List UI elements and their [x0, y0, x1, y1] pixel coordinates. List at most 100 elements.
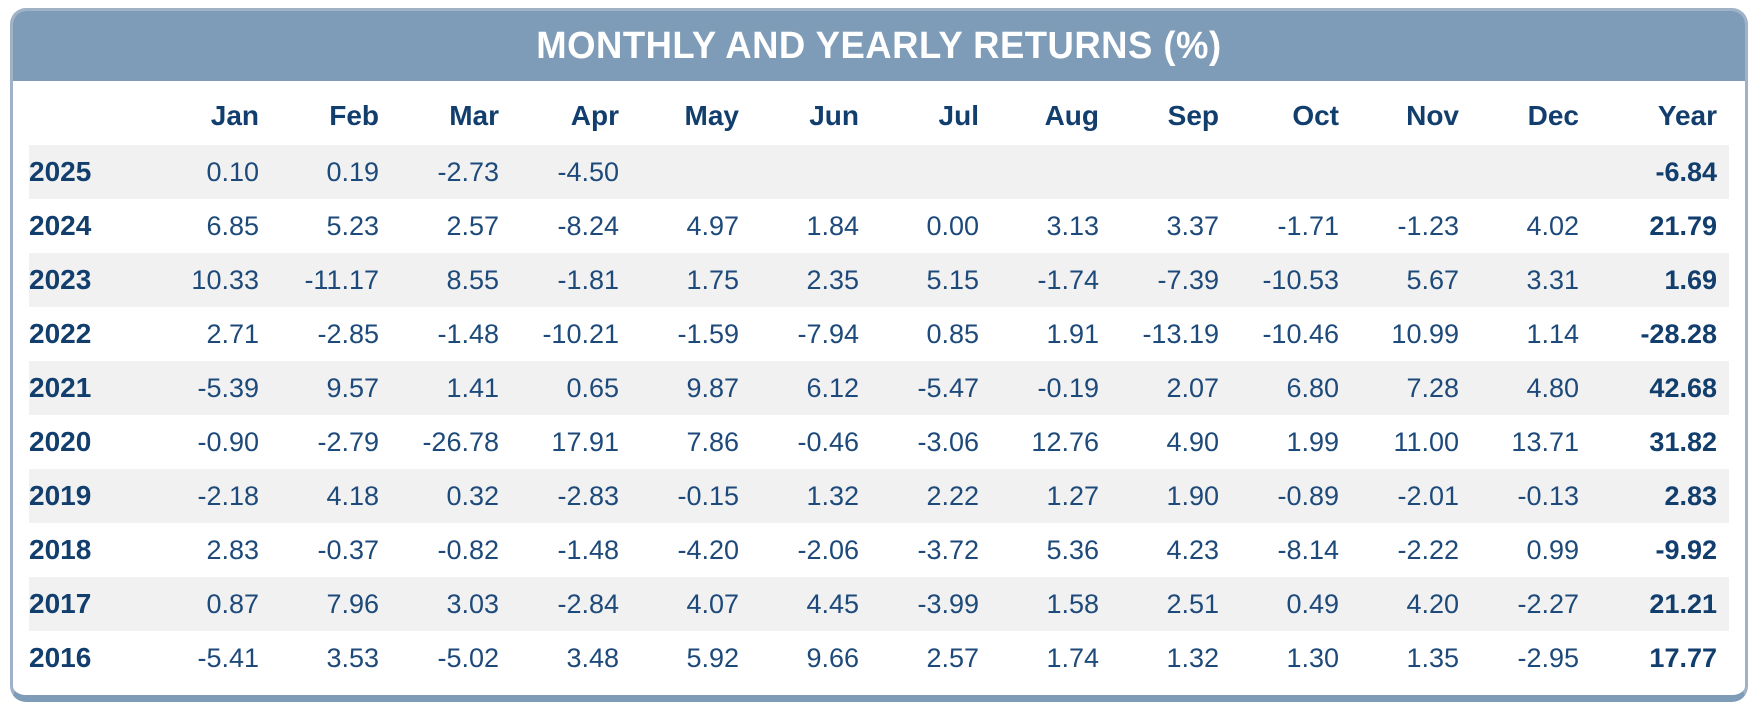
monthly-return-cell: -0.13	[1517, 480, 1579, 511]
monthly-return-cell: 1.99	[1286, 426, 1339, 457]
monthly-return-cell: 4.90	[1166, 426, 1219, 457]
monthly-return-cell: -26.78	[422, 426, 499, 457]
returns-table: Jan Feb Mar Apr May Jun Jul Aug Sep Oct Nov Dec Year…	[29, 87, 1729, 685]
monthly-return-cell: -4.50	[557, 156, 619, 187]
monthly-return-cell	[871, 145, 991, 199]
monthly-return-cell: 0.99	[1526, 534, 1579, 565]
monthly-return-cell: 2.35	[806, 264, 859, 295]
monthly-return-cell: -8.24	[557, 210, 619, 241]
monthly-return-cell: 10.33	[191, 264, 259, 295]
yearly-return-cell: -9.92	[1655, 534, 1717, 565]
monthly-return-cell: -1.23	[1397, 210, 1459, 241]
month-column-header: May	[684, 100, 739, 131]
monthly-return-cell: 1.41	[446, 372, 499, 403]
monthly-return-cell: 1.27	[1046, 480, 1099, 511]
monthly-return-cell: -2.18	[197, 480, 259, 511]
monthly-return-cell: 3.13	[1046, 210, 1099, 241]
monthly-return-cell: -1.71	[1277, 210, 1339, 241]
month-column-header: Apr	[570, 100, 619, 131]
monthly-return-cell: -0.37	[317, 534, 379, 565]
table-row: 2016 -5.41 3.53 -5.02 3.48 5.92 9.66 2.57 1.74 1.…	[29, 631, 1729, 685]
monthly-return-cell: 0.87	[206, 588, 259, 619]
monthly-return-cell: 5.36	[1046, 534, 1099, 565]
monthly-return-cell: 7.96	[326, 588, 379, 619]
month-column-header: Aug	[1044, 100, 1099, 131]
monthly-return-cell: -2.84	[557, 588, 619, 619]
month-column-header: Jul	[938, 100, 979, 131]
monthly-return-cell: 2.51	[1166, 588, 1219, 619]
table-row: 2022 2.71 -2.85 -1.48 -10.21 -1.59 -7.94 0.85 1.…	[29, 307, 1729, 361]
yearly-return-cell: 42.68	[1649, 372, 1717, 403]
monthly-return-cell: 3.31	[1526, 264, 1579, 295]
year-label: 2019	[29, 480, 92, 511]
returns-table-container: Jan Feb Mar Apr May Jun Jul Aug Sep Oct Nov Dec Year…	[13, 81, 1745, 691]
monthly-return-cell: 4.18	[326, 480, 379, 511]
monthly-return-cell: -10.46	[1262, 318, 1339, 349]
monthly-return-cell: -0.15	[677, 480, 739, 511]
monthly-return-cell: 5.15	[926, 264, 979, 295]
monthly-return-cell: 2.07	[1166, 372, 1219, 403]
monthly-return-cell	[1351, 145, 1471, 199]
table-row: 2024 6.85 5.23 2.57 -8.24 4.97 1.84 0.00 3.13 3.3…	[29, 199, 1729, 253]
monthly-return-cell: 1.75	[686, 264, 739, 295]
monthly-return-cell	[1471, 145, 1591, 199]
monthly-return-cell: -2.85	[317, 318, 379, 349]
monthly-return-cell: 2.71	[206, 318, 259, 349]
table-row: 2025 0.10 0.19 -2.73 -4.50 -6.84	[29, 145, 1729, 199]
monthly-return-cell: 9.87	[686, 372, 739, 403]
monthly-return-cell: 1.35	[1406, 642, 1459, 673]
monthly-return-cell: 9.57	[326, 372, 379, 403]
monthly-return-cell: -2.27	[1517, 588, 1579, 619]
month-column-header: Dec	[1527, 100, 1579, 131]
monthly-return-cell: 4.23	[1166, 534, 1219, 565]
monthly-return-cell: -5.39	[197, 372, 259, 403]
monthly-return-cell: 1.74	[1046, 642, 1099, 673]
monthly-return-cell: 0.19	[326, 156, 379, 187]
month-column-header: Feb	[329, 100, 379, 131]
monthly-return-cell: -3.06	[917, 426, 979, 457]
yearly-return-cell: 21.21	[1649, 588, 1717, 619]
monthly-return-cell: -2.06	[797, 534, 859, 565]
monthly-return-cell: 13.71	[1511, 426, 1579, 457]
monthly-return-cell: -2.01	[1397, 480, 1459, 511]
monthly-return-cell: 12.76	[1031, 426, 1099, 457]
monthly-return-cell: -10.53	[1262, 264, 1339, 295]
monthly-return-cell: 5.23	[326, 210, 379, 241]
table-row: 2020 -0.90 -2.79 -26.78 17.91 7.86 -0.46 -3.06 1…	[29, 415, 1729, 469]
monthly-return-cell: -2.73	[437, 156, 499, 187]
year-label: 2017	[29, 588, 92, 619]
monthly-return-cell: 0.49	[1286, 588, 1339, 619]
column-header-row: Jan Feb Mar Apr May Jun Jul Aug Sep Oct Nov Dec Year	[29, 87, 1729, 145]
monthly-return-cell: -3.72	[917, 534, 979, 565]
monthly-return-cell: 5.67	[1406, 264, 1459, 295]
monthly-return-cell: 1.91	[1046, 318, 1099, 349]
monthly-return-cell: -8.14	[1277, 534, 1339, 565]
yearly-return-cell: 21.79	[1649, 210, 1717, 241]
table-row: 2023 10.33 -11.17 8.55 -1.81 1.75 2.35 5.15 -1.7…	[29, 253, 1729, 307]
monthly-return-cell: -0.19	[1037, 372, 1099, 403]
monthly-return-cell: -2.95	[1517, 642, 1579, 673]
monthly-return-cell: -4.20	[677, 534, 739, 565]
monthly-return-cell: 0.85	[926, 318, 979, 349]
monthly-return-cell: -2.79	[317, 426, 379, 457]
monthly-return-cell: 10.99	[1391, 318, 1459, 349]
monthly-return-cell: -1.74	[1037, 264, 1099, 295]
monthly-return-cell: 1.14	[1526, 318, 1579, 349]
returns-card: MONTHLY AND YEARLY RETURNS (%) Jan Feb Mar…	[10, 8, 1748, 702]
year-label: 2025	[29, 156, 92, 187]
table-row: 2017 0.87 7.96 3.03 -2.84 4.07 4.45 -3.99 1.58 2.…	[29, 577, 1729, 631]
monthly-return-cell: 1.84	[806, 210, 859, 241]
annual-column-header: Year	[1657, 100, 1717, 131]
monthly-return-cell: -1.81	[557, 264, 619, 295]
monthly-return-cell	[631, 145, 751, 199]
yearly-return-cell: -6.84	[1655, 156, 1717, 187]
year-label: 2016	[29, 642, 92, 673]
monthly-return-cell: -0.46	[797, 426, 859, 457]
monthly-return-cell: 1.90	[1166, 480, 1219, 511]
month-column-header: Oct	[1292, 100, 1339, 131]
monthly-return-cell: 1.58	[1046, 588, 1099, 619]
monthly-return-cell: -5.02	[437, 642, 499, 673]
monthly-return-cell: 4.80	[1526, 372, 1579, 403]
monthly-return-cell: 1.32	[806, 480, 859, 511]
monthly-return-cell: 0.00	[926, 210, 979, 241]
